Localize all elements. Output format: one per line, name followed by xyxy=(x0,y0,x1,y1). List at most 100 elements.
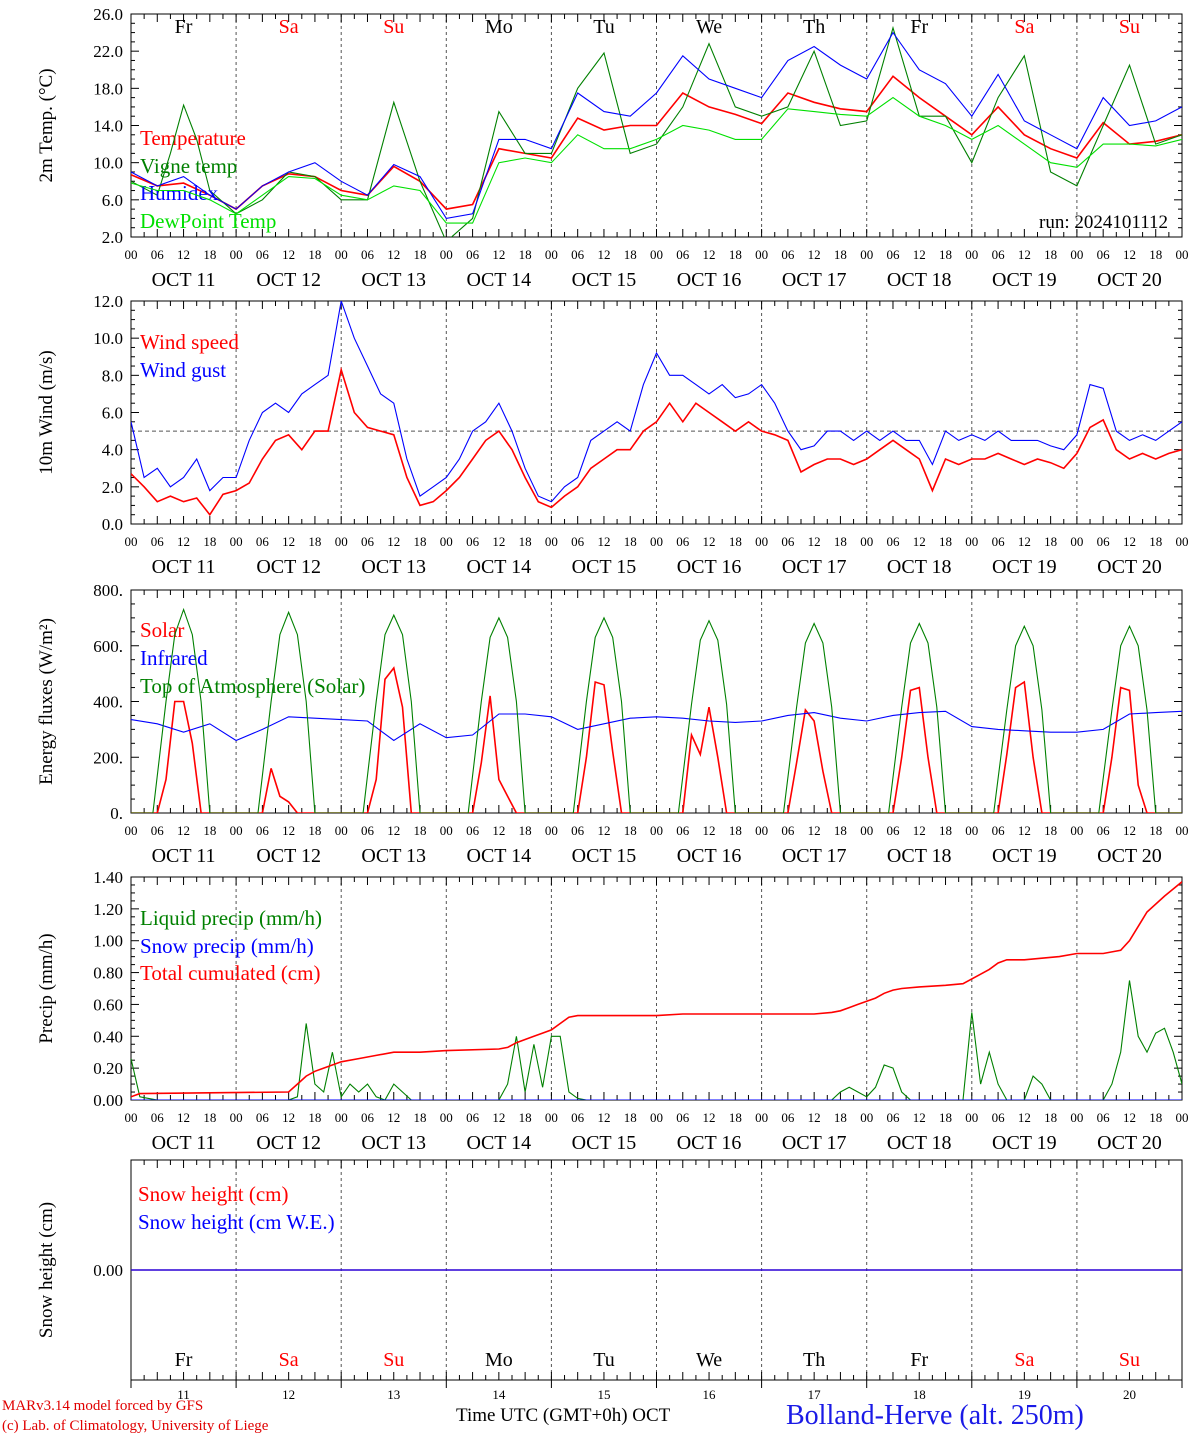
date-label: OCT 19 xyxy=(992,1132,1057,1154)
hour-tick-label: 00 xyxy=(1176,823,1189,838)
date-label: OCT 16 xyxy=(677,556,742,578)
legend-entry: Top of Atmosphere (Solar) xyxy=(140,674,365,698)
hour-tick-label: 06 xyxy=(256,247,270,262)
date-label: OCT 15 xyxy=(572,269,637,291)
hour-tick-label: 06 xyxy=(781,534,795,549)
legend-entry: Liquid precip (mm/h) xyxy=(140,906,322,930)
hour-tick-label: 06 xyxy=(256,1110,270,1125)
day-name-top: Su xyxy=(1119,16,1140,38)
y-tick-label: 0.40 xyxy=(93,1027,123,1046)
hour-tick-label: 18 xyxy=(203,247,216,262)
y-tick-label: 200. xyxy=(93,748,123,767)
hour-tick-label: 18 xyxy=(624,823,637,838)
legend-entry: Vigne temp xyxy=(140,154,237,178)
hour-tick-label: 00 xyxy=(1176,247,1189,262)
hour-tick-label: 00 xyxy=(1070,823,1083,838)
y-tick-label: 0.80 xyxy=(93,964,123,983)
hour-tick-label: 06 xyxy=(256,534,270,549)
hour-tick-label: 18 xyxy=(414,534,427,549)
hour-tick-label: 18 xyxy=(1149,247,1162,262)
day-name-bottom: Fr xyxy=(175,1349,193,1371)
date-label: OCT 14 xyxy=(467,556,532,578)
hour-tick-label: 18 xyxy=(519,247,532,262)
date-label: OCT 16 xyxy=(677,1132,742,1154)
hour-tick-label: 00 xyxy=(1176,534,1189,549)
hour-tick-label: 18 xyxy=(414,823,427,838)
hour-tick-label: 00 xyxy=(1070,247,1083,262)
hour-tick-label: 18 xyxy=(729,247,742,262)
series-line-solar xyxy=(131,666,1182,813)
hour-tick-label: 00 xyxy=(440,534,453,549)
hour-tick-label: 12 xyxy=(597,1110,610,1125)
hour-tick-label: 12 xyxy=(492,247,505,262)
hour-tick-label: 06 xyxy=(992,534,1006,549)
date-label: OCT 20 xyxy=(1097,845,1162,867)
date-label: OCT 12 xyxy=(256,845,321,867)
day-number: 18 xyxy=(913,1387,926,1402)
date-label: OCT 15 xyxy=(572,845,637,867)
day-name-bottom: Mo xyxy=(485,1349,513,1371)
hour-tick-label: 06 xyxy=(466,823,480,838)
date-label: OCT 17 xyxy=(782,556,847,578)
series-line-top-of-atmosphere-solar- xyxy=(131,607,1182,813)
hour-tick-label: 06 xyxy=(571,534,585,549)
y-tick-label: 2.0 xyxy=(102,478,123,497)
day-name-top: Sa xyxy=(1014,16,1034,38)
panel-1: 2.0 6.0 10.0 14.0 18.0 22.0 26.0 2m Temp. (°C) T… xyxy=(36,5,1189,291)
date-label: OCT 11 xyxy=(152,556,216,578)
model-credit: MARv3.14 model forced by GFS xyxy=(2,1398,204,1414)
day-name-top: Mo xyxy=(485,16,513,38)
y-tick-label: 1.00 xyxy=(93,932,123,951)
panel-3: 0. 200. 400. 600. 800. Energy fluxes (W/m²) So… xyxy=(36,581,1189,867)
panel-5: 0.00 Snow height (cm) Snow height (cm) Snow… xyxy=(36,1159,1183,1381)
hour-tick-label: 12 xyxy=(177,534,190,549)
y-tick-label: 0.60 xyxy=(93,995,123,1014)
hour-tick-label: 06 xyxy=(992,247,1006,262)
hour-tick-label: 06 xyxy=(361,247,375,262)
hour-tick-label: 18 xyxy=(1149,1110,1162,1125)
hour-tick-label: 00 xyxy=(230,823,243,838)
hour-tick-label: 06 xyxy=(361,534,375,549)
hour-tick-label: 06 xyxy=(886,823,900,838)
hour-tick-label: 00 xyxy=(440,1110,453,1125)
hour-tick-label: 18 xyxy=(203,1110,216,1125)
hour-tick-label: 12 xyxy=(913,823,926,838)
hour-tick-label: 18 xyxy=(308,247,321,262)
series-line-wind-gust xyxy=(131,301,1182,503)
hour-tick-label: 00 xyxy=(230,247,243,262)
hour-tick-label: 12 xyxy=(282,823,295,838)
y-tick-label: 22.0 xyxy=(93,42,123,61)
y-tick-label: 18.0 xyxy=(93,79,123,98)
hour-tick-label: 18 xyxy=(308,1110,321,1125)
date-label: OCT 13 xyxy=(361,845,426,867)
hour-tick-label: 00 xyxy=(755,247,768,262)
hour-tick-label: 00 xyxy=(440,247,453,262)
y-tick-label: 0.00 xyxy=(93,1261,123,1280)
date-label: OCT 12 xyxy=(256,556,321,578)
date-label: OCT 20 xyxy=(1097,1132,1162,1154)
hour-tick-label: 00 xyxy=(755,823,768,838)
hour-tick-label: 00 xyxy=(335,1110,348,1125)
location-label: Bolland-Herve (alt. 250m) xyxy=(786,1400,1084,1431)
series-line-dewpoint-temp xyxy=(131,96,1182,224)
run-label: run: 2024101112 xyxy=(1039,212,1168,233)
hour-tick-label: 12 xyxy=(808,823,821,838)
hour-tick-label: 00 xyxy=(1070,534,1083,549)
date-label: OCT 11 xyxy=(152,1132,216,1154)
time-axis-title: Time UTC (GMT+0h) OCT xyxy=(456,1405,671,1426)
hour-tick-label: 00 xyxy=(860,247,873,262)
hour-tick-label: 00 xyxy=(650,534,663,549)
day-number: 15 xyxy=(597,1387,610,1402)
day-name-bottom: Fr xyxy=(910,1349,928,1371)
hour-tick-label: 12 xyxy=(808,1110,821,1125)
day-name-bottom: Su xyxy=(383,1349,404,1371)
y-tick-label: 10.0 xyxy=(93,154,123,173)
y-axis-label: Snow height (cm) xyxy=(36,1202,57,1338)
hour-tick-label: 00 xyxy=(335,823,348,838)
y-tick-label: 6.0 xyxy=(102,404,123,423)
hour-tick-label: 12 xyxy=(913,1110,926,1125)
day-name-bottom: We xyxy=(696,1349,722,1371)
hour-tick-label: 06 xyxy=(571,823,585,838)
date-label: OCT 18 xyxy=(887,556,952,578)
hour-tick-label: 18 xyxy=(939,247,952,262)
